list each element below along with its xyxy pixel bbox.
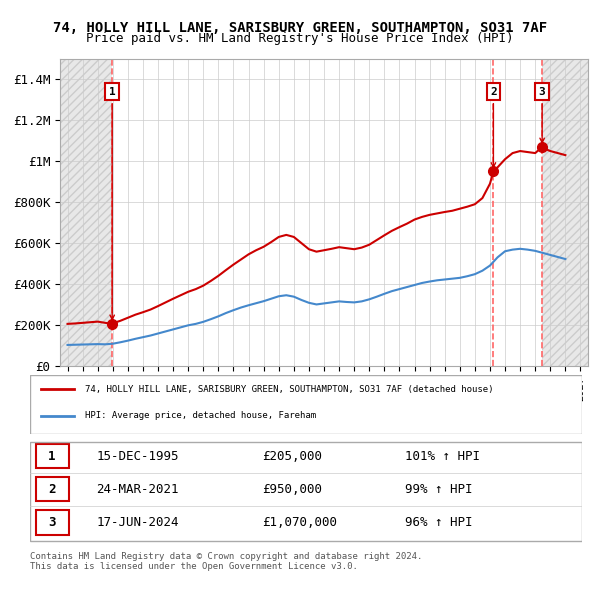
Text: £205,000: £205,000 — [262, 450, 322, 463]
Text: 15-DEC-1995: 15-DEC-1995 — [96, 450, 179, 463]
Text: HPI: Average price, detached house, Fareham: HPI: Average price, detached house, Fare… — [85, 411, 316, 421]
Text: 99% ↑ HPI: 99% ↑ HPI — [406, 483, 473, 496]
Text: 2: 2 — [490, 87, 497, 167]
Text: 3: 3 — [49, 516, 56, 529]
Text: 24-MAR-2021: 24-MAR-2021 — [96, 483, 179, 496]
Text: 1: 1 — [49, 450, 56, 463]
Text: 74, HOLLY HILL LANE, SARISBURY GREEN, SOUTHAMPTON, SO31 7AF: 74, HOLLY HILL LANE, SARISBURY GREEN, SO… — [53, 21, 547, 35]
Text: Contains HM Land Registry data © Crown copyright and database right 2024.
This d: Contains HM Land Registry data © Crown c… — [30, 552, 422, 571]
Text: 3: 3 — [539, 87, 545, 143]
Text: £1,070,000: £1,070,000 — [262, 516, 337, 529]
FancyBboxPatch shape — [35, 510, 68, 535]
Text: 1: 1 — [109, 87, 116, 320]
Bar — [60, 59, 112, 366]
Text: £950,000: £950,000 — [262, 483, 322, 496]
Bar — [542, 59, 588, 366]
FancyBboxPatch shape — [35, 477, 68, 502]
Text: 96% ↑ HPI: 96% ↑ HPI — [406, 516, 473, 529]
Text: 74, HOLLY HILL LANE, SARISBURY GREEN, SOUTHAMPTON, SO31 7AF (detached house): 74, HOLLY HILL LANE, SARISBURY GREEN, SO… — [85, 385, 494, 394]
FancyBboxPatch shape — [35, 444, 68, 468]
FancyBboxPatch shape — [30, 375, 582, 434]
Text: Price paid vs. HM Land Registry's House Price Index (HPI): Price paid vs. HM Land Registry's House … — [86, 32, 514, 45]
Text: 2: 2 — [49, 483, 56, 496]
Text: 17-JUN-2024: 17-JUN-2024 — [96, 516, 179, 529]
Text: 101% ↑ HPI: 101% ↑ HPI — [406, 450, 481, 463]
